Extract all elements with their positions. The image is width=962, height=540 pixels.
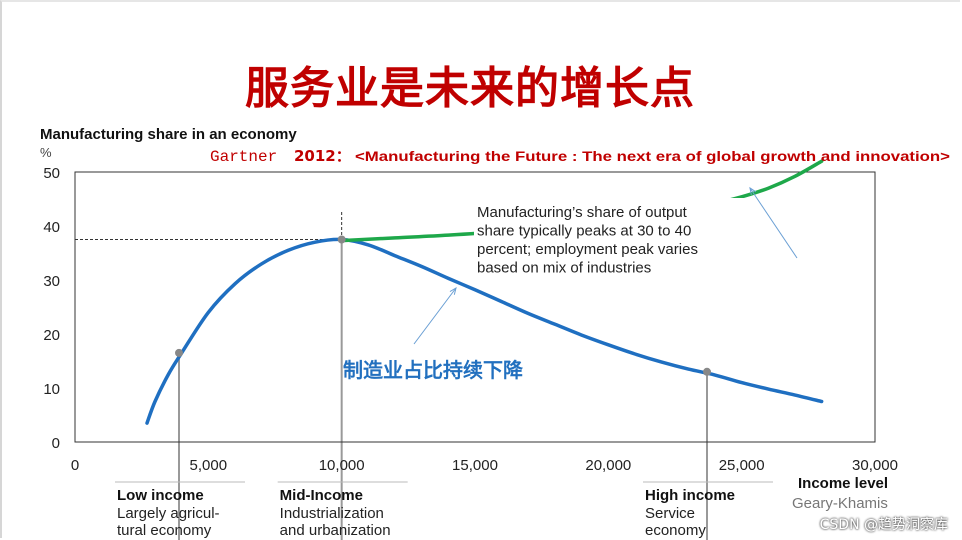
stage-marker-point — [703, 367, 711, 376]
stage-description: tural economy — [117, 522, 212, 539]
source-note-text: <Manufacturing the Future : The next era… — [355, 148, 950, 164]
annotation-line: share typically peaks at 30 to 40 — [477, 223, 691, 240]
source-note-year: 2012： — [294, 147, 351, 165]
decline-pointer-arrow-head — [449, 286, 457, 295]
growth-pointer-arrow-head — [749, 186, 757, 195]
y-axis-unit: % — [40, 145, 52, 160]
x-tick-label: 30,000 — [852, 457, 898, 474]
source-note-prefix: Gartner — [210, 148, 277, 166]
chart-title: Manufacturing share in an economy — [40, 126, 297, 143]
stage-title: Low income — [117, 487, 204, 504]
x-axis-label: Income level — [798, 475, 888, 492]
stage-description: and urbanization — [280, 522, 391, 539]
x-tick-label: 25,000 — [719, 457, 765, 474]
stage-description: Industrialization — [280, 505, 384, 522]
stage-description: Largely agricul- — [117, 505, 220, 522]
annotation-line: Manufacturing’s share of output — [477, 204, 688, 221]
stage-title: Mid-Income — [280, 487, 363, 504]
annotation-line: based on mix of industries — [477, 260, 651, 277]
stage-marker-point — [175, 348, 183, 357]
decline-pointer-arrow — [413, 287, 457, 345]
annotation-line: percent; employment peak varies — [477, 241, 698, 258]
observed-series-line — [145, 237, 824, 425]
x-tick-label: 5,000 — [190, 457, 228, 474]
y-tick-label: 20 — [43, 327, 60, 344]
x-tick-label: 20,000 — [585, 457, 631, 474]
x-tick-label: 0 — [71, 457, 79, 474]
plot-frame — [74, 171, 876, 443]
decline-label: 制造业占比持续下降 — [343, 358, 524, 382]
y-tick-label: 10 — [43, 381, 60, 398]
y-tick-label: 40 — [43, 219, 60, 236]
slide-title: 服务业是未来的增长点 — [245, 63, 695, 114]
csdn-watermark: CSDN @趋势洞察库 — [819, 517, 948, 533]
x-axis-note: Geary-Khamis — [792, 495, 888, 512]
annotation-background — [474, 198, 749, 276]
stage-description: Service — [645, 505, 695, 522]
stage-title: High income — [645, 487, 735, 504]
x-tick-label: 10,000 — [319, 457, 365, 474]
stage-description: economy — [645, 522, 706, 539]
y-tick-label: 30 — [43, 273, 60, 290]
x-tick-label: 15,000 — [452, 457, 498, 474]
stage-marker-point — [337, 235, 346, 244]
y-tick-label: 50 — [43, 165, 60, 182]
growth-pointer-arrow — [749, 187, 798, 259]
y-tick-label: 0 — [52, 435, 60, 452]
